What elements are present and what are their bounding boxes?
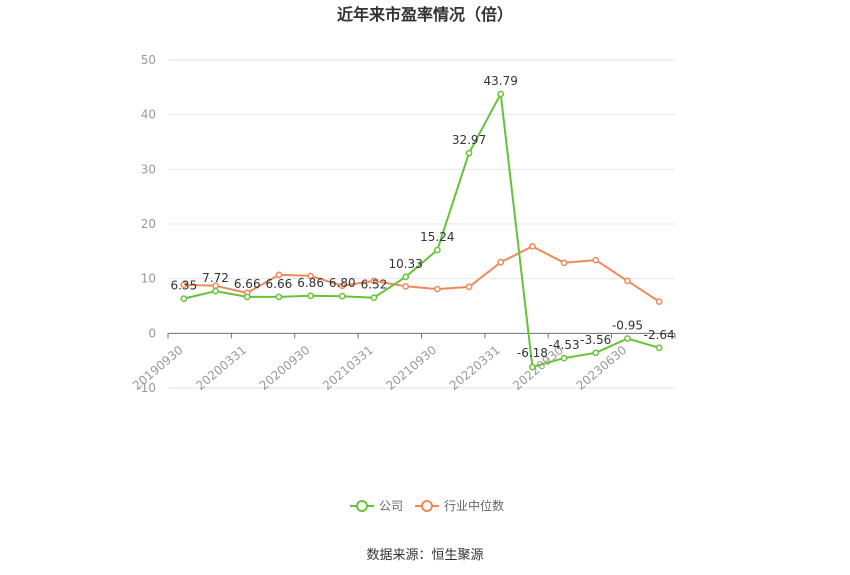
company-data-label: -4.53 <box>549 338 580 352</box>
company-data-label: 43.79 <box>484 74 518 88</box>
y-tick-label: 40 <box>141 108 156 122</box>
y-tick-label: 30 <box>141 162 156 176</box>
legend-marker-icon <box>421 500 433 512</box>
company-data-label: 6.52 <box>361 278 388 292</box>
industry-point[interactable] <box>338 282 346 290</box>
legend-item-industry[interactable]: 行业中位数 <box>415 498 504 513</box>
industry-point[interactable] <box>655 298 663 305</box>
industry-point[interactable] <box>560 259 568 267</box>
y-tick-label: 20 <box>141 217 156 231</box>
company-point[interactable] <box>370 294 378 302</box>
company-data-label: 6.66 <box>234 277 261 291</box>
data-source: 数据来源：恒生聚源 <box>366 548 483 563</box>
grid-lines <box>168 59 675 389</box>
company-data-label: 10.33 <box>388 257 422 271</box>
industry-median-line <box>183 245 660 303</box>
company-data-label: 15.24 <box>420 230 454 244</box>
industry-point[interactable] <box>402 282 410 290</box>
company-data-label: -2.64 <box>644 328 675 342</box>
company-data-label: 6.86 <box>297 276 324 290</box>
chart-title: 近年来市盈率情况（倍） <box>337 5 513 24</box>
industry-point[interactable] <box>497 258 505 266</box>
company-data-label: 6.35 <box>170 279 197 293</box>
x-tick-label: 20210930 <box>383 343 439 393</box>
x-tick-label: 20220331 <box>447 343 503 393</box>
company-data-label: 32.97 <box>452 133 486 147</box>
y-tick-label: 0 <box>148 326 156 340</box>
company-data-label: 6.80 <box>329 276 356 290</box>
industry-point[interactable] <box>307 272 314 280</box>
company-point[interactable] <box>402 273 410 281</box>
industry-point[interactable] <box>529 243 536 250</box>
company-point[interactable] <box>433 246 441 254</box>
legend-item-company[interactable]: 公司 <box>350 499 403 513</box>
legend[interactable]: 公司 行业中位数 <box>350 498 504 513</box>
company-point[interactable] <box>497 90 505 98</box>
x-tick-label: 20210331 <box>320 343 376 393</box>
industry-point[interactable] <box>433 285 441 293</box>
company-point[interactable] <box>180 295 188 302</box>
company-point[interactable] <box>465 149 473 157</box>
company-line <box>183 92 660 369</box>
industry-point[interactable] <box>275 271 283 279</box>
industry-point[interactable] <box>592 256 600 264</box>
industry-point[interactable] <box>180 281 188 289</box>
company-data-label: -0.95 <box>612 319 643 333</box>
company-point[interactable] <box>307 292 314 300</box>
company-data-label: -3.56 <box>580 333 611 347</box>
x-tick-label: 20200930 <box>257 343 313 393</box>
company-data-label: 7.72 <box>202 271 229 285</box>
y-tick-label: 50 <box>141 53 156 67</box>
y-axis: -10 0 10 20 30 40 50 <box>136 53 156 395</box>
company-data-label: 6.66 <box>266 277 293 291</box>
industry-point[interactable] <box>624 277 631 285</box>
industry-point[interactable] <box>465 283 473 291</box>
company-point[interactable] <box>624 335 631 342</box>
company-point[interactable] <box>592 349 600 357</box>
company-point[interactable] <box>243 293 251 301</box>
legend-label: 行业中位数 <box>444 498 504 513</box>
company-point[interactable] <box>560 354 568 362</box>
company-point[interactable] <box>529 363 536 371</box>
company-point[interactable] <box>338 292 346 300</box>
legend-label: 公司 <box>379 499 403 513</box>
y-tick-label: 10 <box>141 272 156 286</box>
company-point[interactable] <box>275 293 283 301</box>
company-data-label: -6.18 <box>517 346 548 360</box>
y-tick-label: -10 <box>136 381 156 395</box>
series-layer <box>180 90 663 371</box>
industry-point[interactable] <box>370 277 378 285</box>
company-point[interactable] <box>212 287 219 295</box>
company-point[interactable] <box>655 344 663 352</box>
legend-marker-icon <box>356 500 368 512</box>
x-tick-label: 20190930 <box>130 343 186 393</box>
x-tick-label: 20200331 <box>193 343 249 393</box>
